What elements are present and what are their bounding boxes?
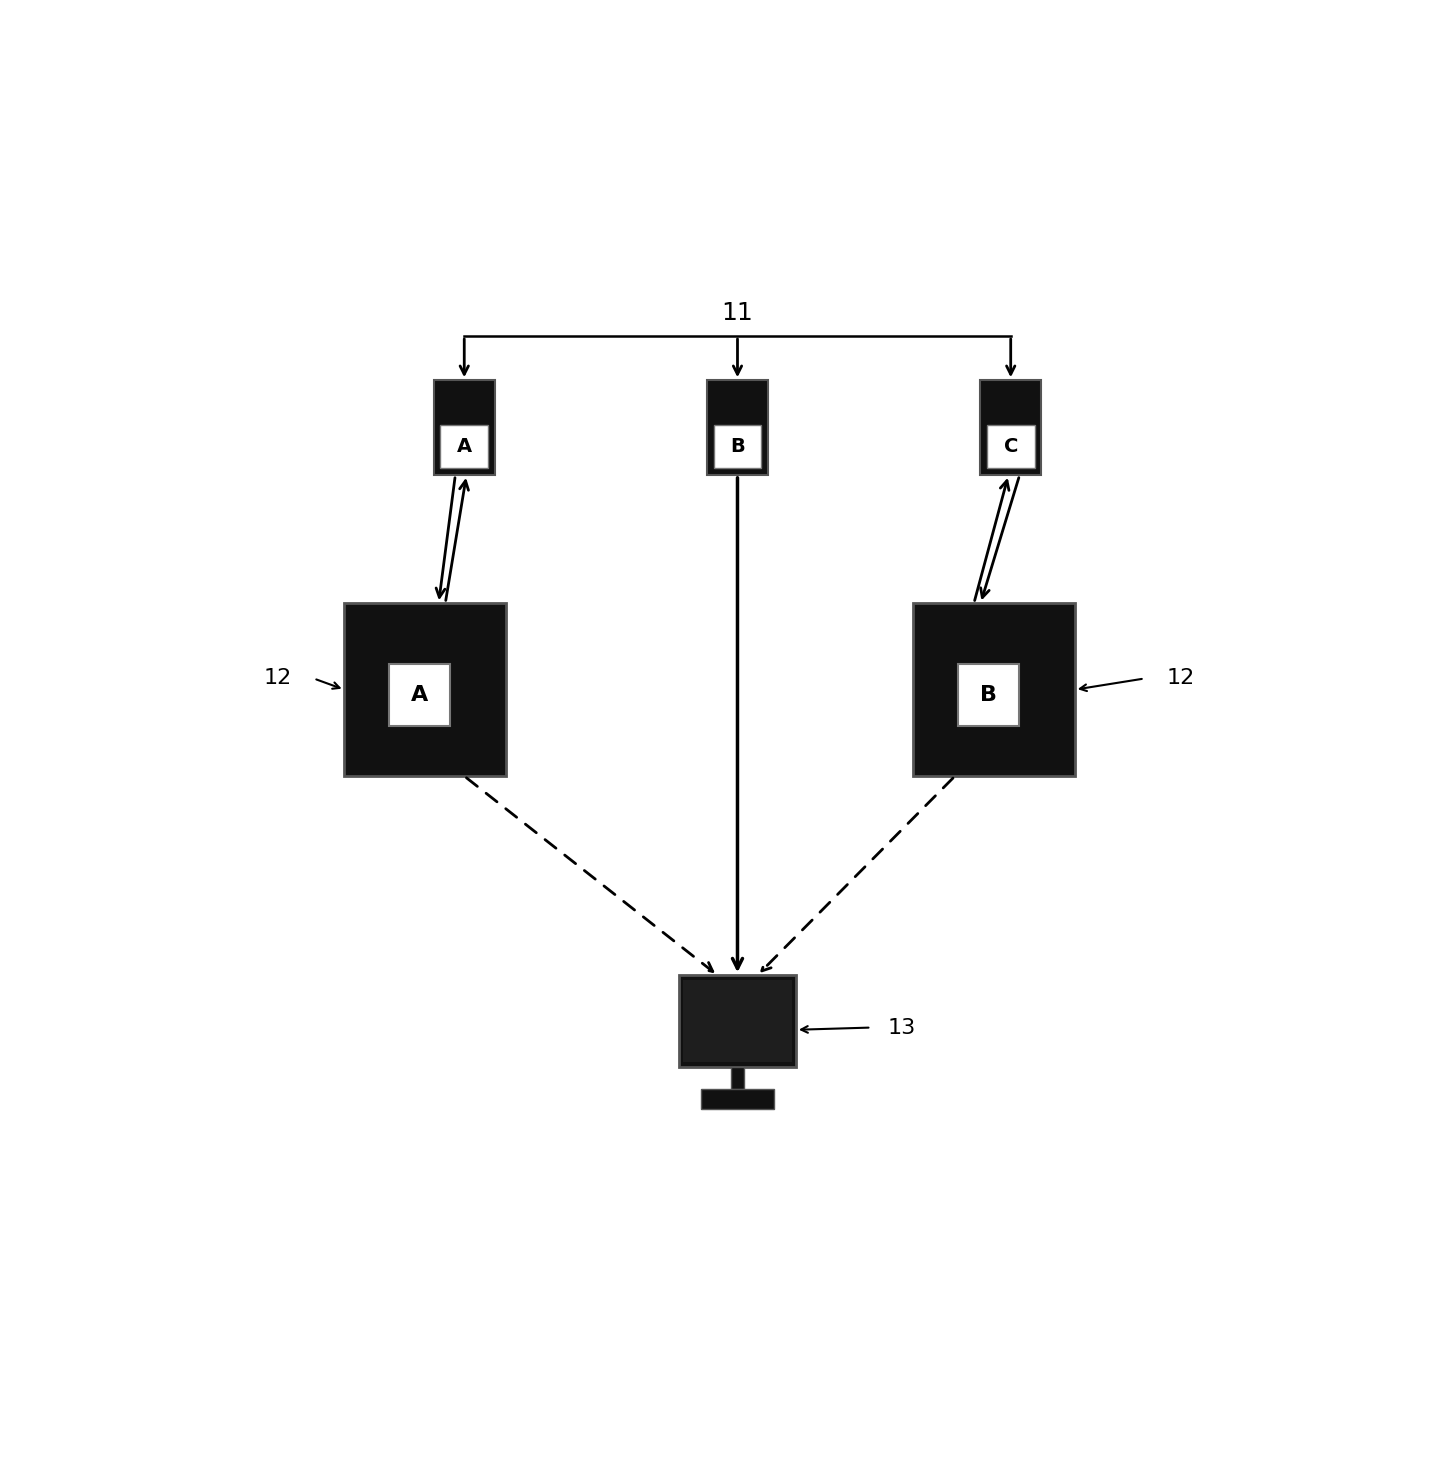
Text: 12: 12 [1167,668,1194,689]
FancyBboxPatch shape [714,425,761,469]
FancyBboxPatch shape [679,976,796,1067]
FancyBboxPatch shape [958,665,1019,727]
Text: A: A [456,437,472,456]
Text: C: C [1003,437,1017,456]
FancyBboxPatch shape [433,379,495,475]
Text: 13: 13 [888,1018,917,1037]
FancyBboxPatch shape [344,604,507,776]
Text: A: A [412,686,429,705]
FancyBboxPatch shape [684,980,791,1062]
Text: B: B [730,437,745,456]
Bar [701,1088,774,1109]
Text: B: B [980,686,997,705]
FancyBboxPatch shape [914,604,1075,776]
Text: 11: 11 [721,300,754,325]
FancyBboxPatch shape [987,425,1035,469]
Text: 12: 12 [263,668,292,689]
Bar [731,1067,744,1088]
FancyBboxPatch shape [980,379,1042,475]
FancyBboxPatch shape [707,379,768,475]
FancyBboxPatch shape [440,425,488,469]
FancyBboxPatch shape [389,665,450,727]
